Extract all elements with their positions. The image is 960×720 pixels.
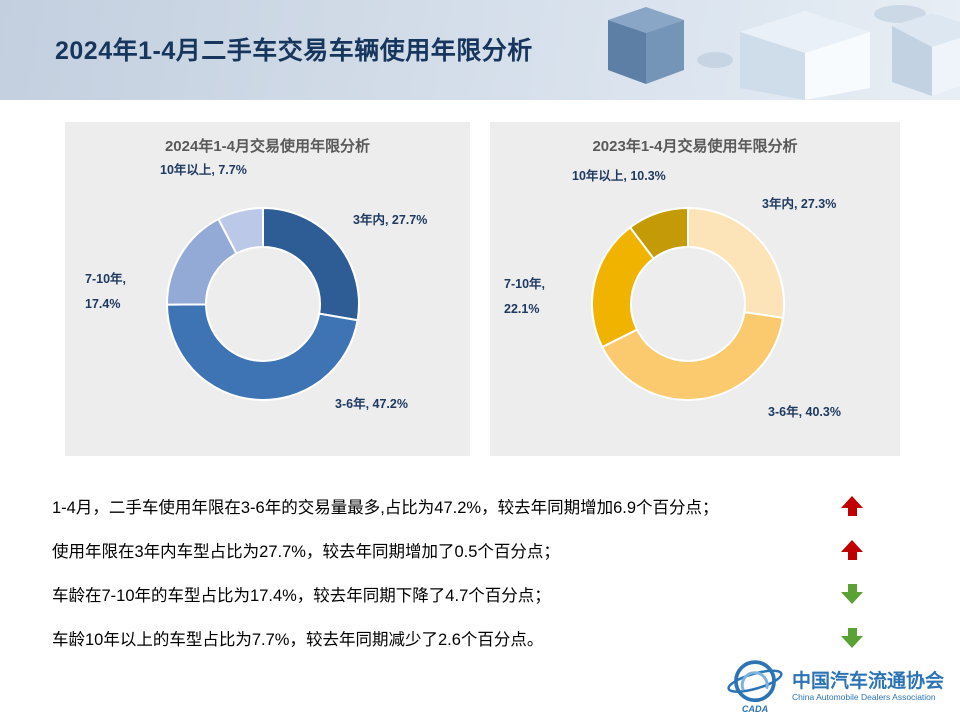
- insight-row-3: 车龄在7-10年的车型占比为17.4%，较去年同期下降了4.7个百分点；: [52, 578, 864, 610]
- cube-blue: [608, 7, 684, 84]
- trend-down-icon: [840, 628, 864, 648]
- data-label-over10-2024: 10年以上, 7.7%: [160, 163, 247, 177]
- donut-chart-2023: [591, 206, 785, 401]
- page-title: 2024年1-4月二手车交易车辆使用年限分析: [55, 37, 533, 65]
- trend-up-icon: [840, 540, 864, 560]
- data-label-7to10-2023: 7-10年, 22.1%: [504, 272, 545, 322]
- data-label-3to6-2023: 3-6年, 40.3%: [768, 405, 841, 419]
- cube-white-large: [740, 11, 870, 100]
- chart-title-2024: 2024年1-4月交易使用年限分析: [164, 138, 371, 155]
- insight-row-1: 1-4月，二手车使用年限在3-6年的交易量最多,占比为47.2%，较去年同期增加…: [52, 490, 864, 522]
- data-label-3to6-2024: 3-6年, 47.2%: [335, 397, 408, 411]
- data-label-7to10-2024: 7-10年, 17.4%: [85, 267, 126, 317]
- data-label-7to10-2023-line1: 7-10年,: [504, 277, 545, 291]
- cube-white-right: [892, 13, 960, 96]
- data-label-in3-2024: 3年内, 27.7%: [353, 213, 428, 227]
- donut-segment-3-6年: [600, 311, 785, 401]
- chart-panel-2024: 2024年1-4月交易使用年限分析 10年以上, 7.7% 3年内, 27.7%…: [65, 122, 470, 456]
- cada-logo-text: 中国汽车流通协会 China Automobile Dealers Associ…: [792, 671, 944, 703]
- cada-name-zh: 中国汽车流通协会: [791, 671, 944, 693]
- donut-segment-3年内: [687, 206, 785, 319]
- insight-text-1: 1-4月，二手车使用年限在3-6年的交易量最多,占比为47.2%，较去年同期增加…: [52, 499, 719, 517]
- header-cubes-graphic: [608, 5, 960, 100]
- data-label-7to10-2023-line2: 22.1%: [504, 302, 540, 316]
- cada-name-en: China Automobile Dealers Association: [791, 692, 936, 703]
- cada-logo-abbr: CADA: [742, 704, 768, 714]
- trend-down-icon: [840, 584, 864, 604]
- donut-segment-10年以上: [628, 206, 689, 260]
- insight-row-2: 使用年限在3年内车型占比为27.7%，较去年同期增加了0.5个百分点；: [52, 534, 864, 566]
- cada-logo: CADA 中国汽车流通协会 China Automobile Dealers A…: [726, 656, 944, 718]
- donut-segment-3年内: [262, 206, 360, 322]
- data-label-7to10-2024-line2: 17.4%: [85, 297, 121, 311]
- data-label-7to10-2024-line1: 7-10年,: [85, 272, 126, 286]
- chart-panel-2023: 2023年1-4月交易使用年限分析 10年以上, 10.3% 3年内, 27.3…: [490, 122, 900, 456]
- cada-logo-icon: CADA: [727, 660, 783, 714]
- donut-chart-2024: [165, 206, 360, 401]
- data-label-over10-2023: 10年以上, 10.3%: [572, 169, 666, 183]
- donut-segment-10年以上: [216, 206, 264, 255]
- insight-text-3: 车龄在7-10年的车型占比为17.4%，较去年同期下降了4.7个百分点；: [52, 587, 551, 605]
- donut-segment-3-6年: [165, 303, 359, 401]
- insight-row-4: 车龄10年以上的车型占比为7.7%，较去年同期减少了2.6个百分点。: [52, 622, 864, 654]
- trend-up-icon: [840, 496, 864, 516]
- header: 2024年1-4月二手车交易车辆使用年限分析: [0, 0, 960, 100]
- chart-title-2023: 2023年1-4月交易使用年限分析: [592, 138, 798, 155]
- insight-text-2: 使用年限在3年内车型占比为27.7%，较去年同期增加了0.5个百分点；: [52, 543, 560, 561]
- insight-text-4: 车龄10年以上的车型占比为7.7%，较去年同期减少了2.6个百分点。: [52, 631, 544, 649]
- data-label-in3-2023: 3年内, 27.3%: [762, 197, 837, 211]
